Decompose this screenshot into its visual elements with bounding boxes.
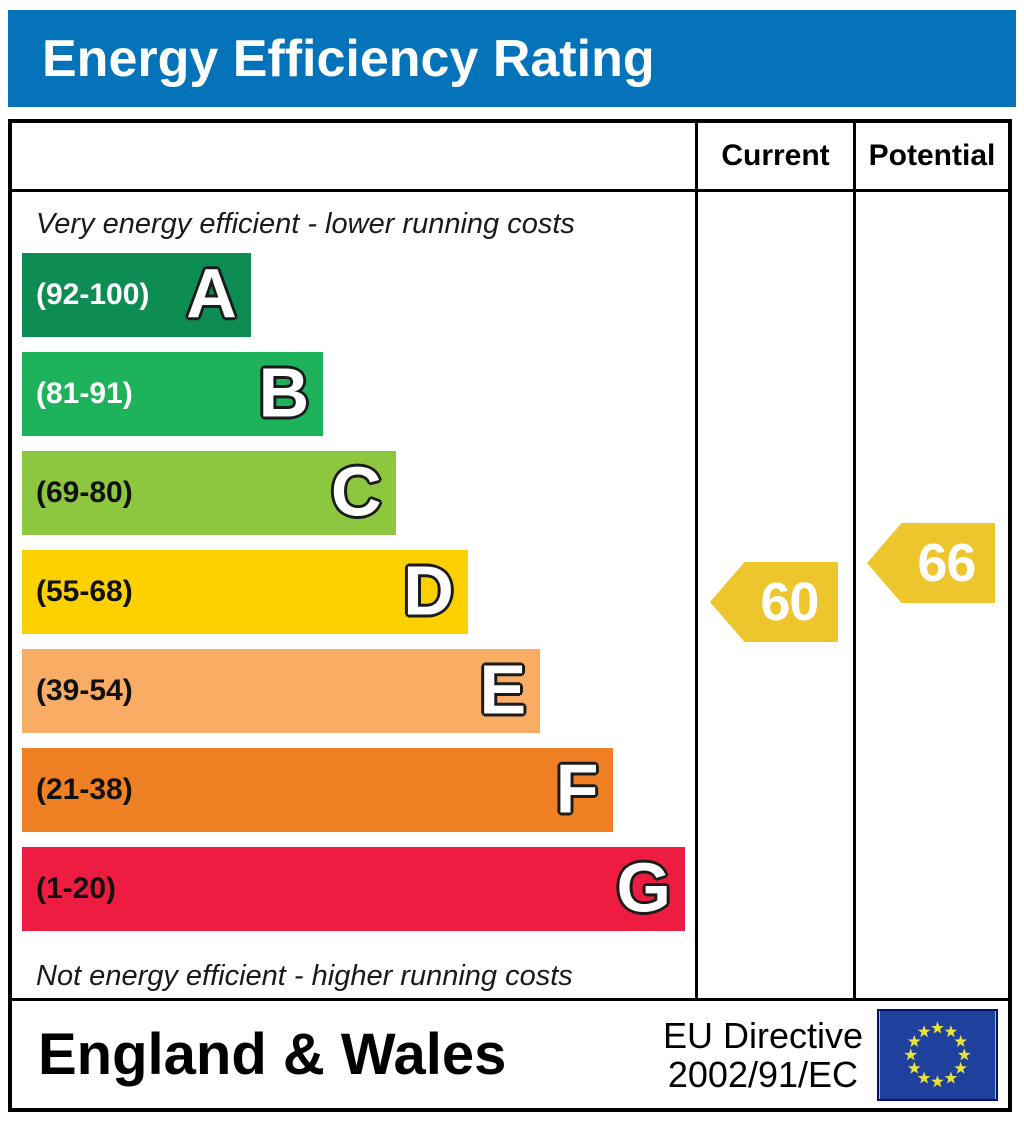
- band-range-label-c: (69-80): [36, 476, 133, 509]
- band-list: (92-100) A (81-91) B (69-80) C (55-68) D (39-54)…: [22, 253, 695, 946]
- band-letter-d: D: [403, 551, 454, 630]
- current-column: [695, 192, 853, 998]
- page-title-banner: Energy Efficiency Rating: [8, 10, 1016, 107]
- potential-column: [853, 192, 1008, 998]
- band-bar-d: (55-68) D: [22, 550, 468, 634]
- band-range-label-d: (55-68): [36, 575, 133, 608]
- bands-chart-cell: Very energy efficient - lower running co…: [12, 192, 695, 998]
- eu-directive-line1: EU Directive: [662, 1014, 863, 1056]
- band-bar-b: (81-91) B: [22, 352, 324, 436]
- region-label: England & Wales: [38, 1022, 507, 1087]
- band-range-label-g: (1-20): [36, 872, 117, 905]
- band-row-b: (81-91) B: [22, 352, 695, 451]
- page-title: Energy Efficiency Rating: [42, 29, 655, 88]
- band-letter-e: E: [479, 650, 527, 729]
- bottom-note: Not energy efficient - higher running co…: [36, 960, 573, 992]
- header-chart-cell: [12, 123, 695, 189]
- epc-table: Current Potential Very energy efficient …: [8, 119, 1012, 1112]
- band-letter-c: C: [330, 452, 382, 531]
- current-column-header: Current: [695, 123, 853, 189]
- band-range-label-a: (92-100): [36, 278, 150, 311]
- potential-column-header: Potential: [853, 123, 1008, 189]
- table-footer-row: England & Wales EU Directive 2002/91/EC: [12, 998, 1008, 1108]
- eu-flag-icon: [877, 1008, 998, 1101]
- band-row-a: (92-100) A: [22, 253, 695, 352]
- band-row-c: (69-80) C: [22, 451, 695, 550]
- eu-directive-label: EU Directive 2002/91/EC: [663, 1016, 863, 1094]
- current-rating-value: 60: [760, 572, 819, 632]
- band-bar-c: (69-80) C: [22, 451, 396, 535]
- table-header-row: Current Potential: [12, 123, 1008, 192]
- band-letter-b: B: [258, 353, 310, 432]
- band-row-g: (1-20) G: [22, 847, 695, 946]
- band-row-d: (55-68) D: [22, 550, 695, 649]
- table-body-row: Very energy efficient - lower running co…: [12, 192, 1008, 998]
- band-letter-a: A: [186, 254, 237, 333]
- band-row-e: (39-54) E: [22, 649, 695, 748]
- band-range-label-b: (81-91): [36, 377, 133, 410]
- potential-rating-arrow: 66: [867, 523, 995, 603]
- epc-page: Energy Efficiency Rating Current Potenti…: [8, 0, 1016, 1112]
- top-note: Very energy efficient - lower running co…: [36, 208, 575, 240]
- bands-chart: Very energy efficient - lower running co…: [12, 192, 695, 998]
- band-bar-f: (21-38) F: [22, 748, 613, 832]
- eu-directive-line2: 2002/91/EC: [667, 1053, 859, 1095]
- band-bar-a: (92-100) A: [22, 253, 251, 337]
- band-bar-g: (1-20) G: [22, 847, 685, 931]
- band-range-label-e: (39-54): [36, 674, 133, 707]
- band-range-label-f: (21-38): [36, 773, 133, 806]
- potential-rating-value: 66: [917, 533, 976, 593]
- band-row-f: (21-38) F: [22, 748, 695, 847]
- band-letter-g: G: [616, 848, 671, 927]
- band-letter-f: F: [555, 749, 599, 828]
- band-bar-e: (39-54) E: [22, 649, 541, 733]
